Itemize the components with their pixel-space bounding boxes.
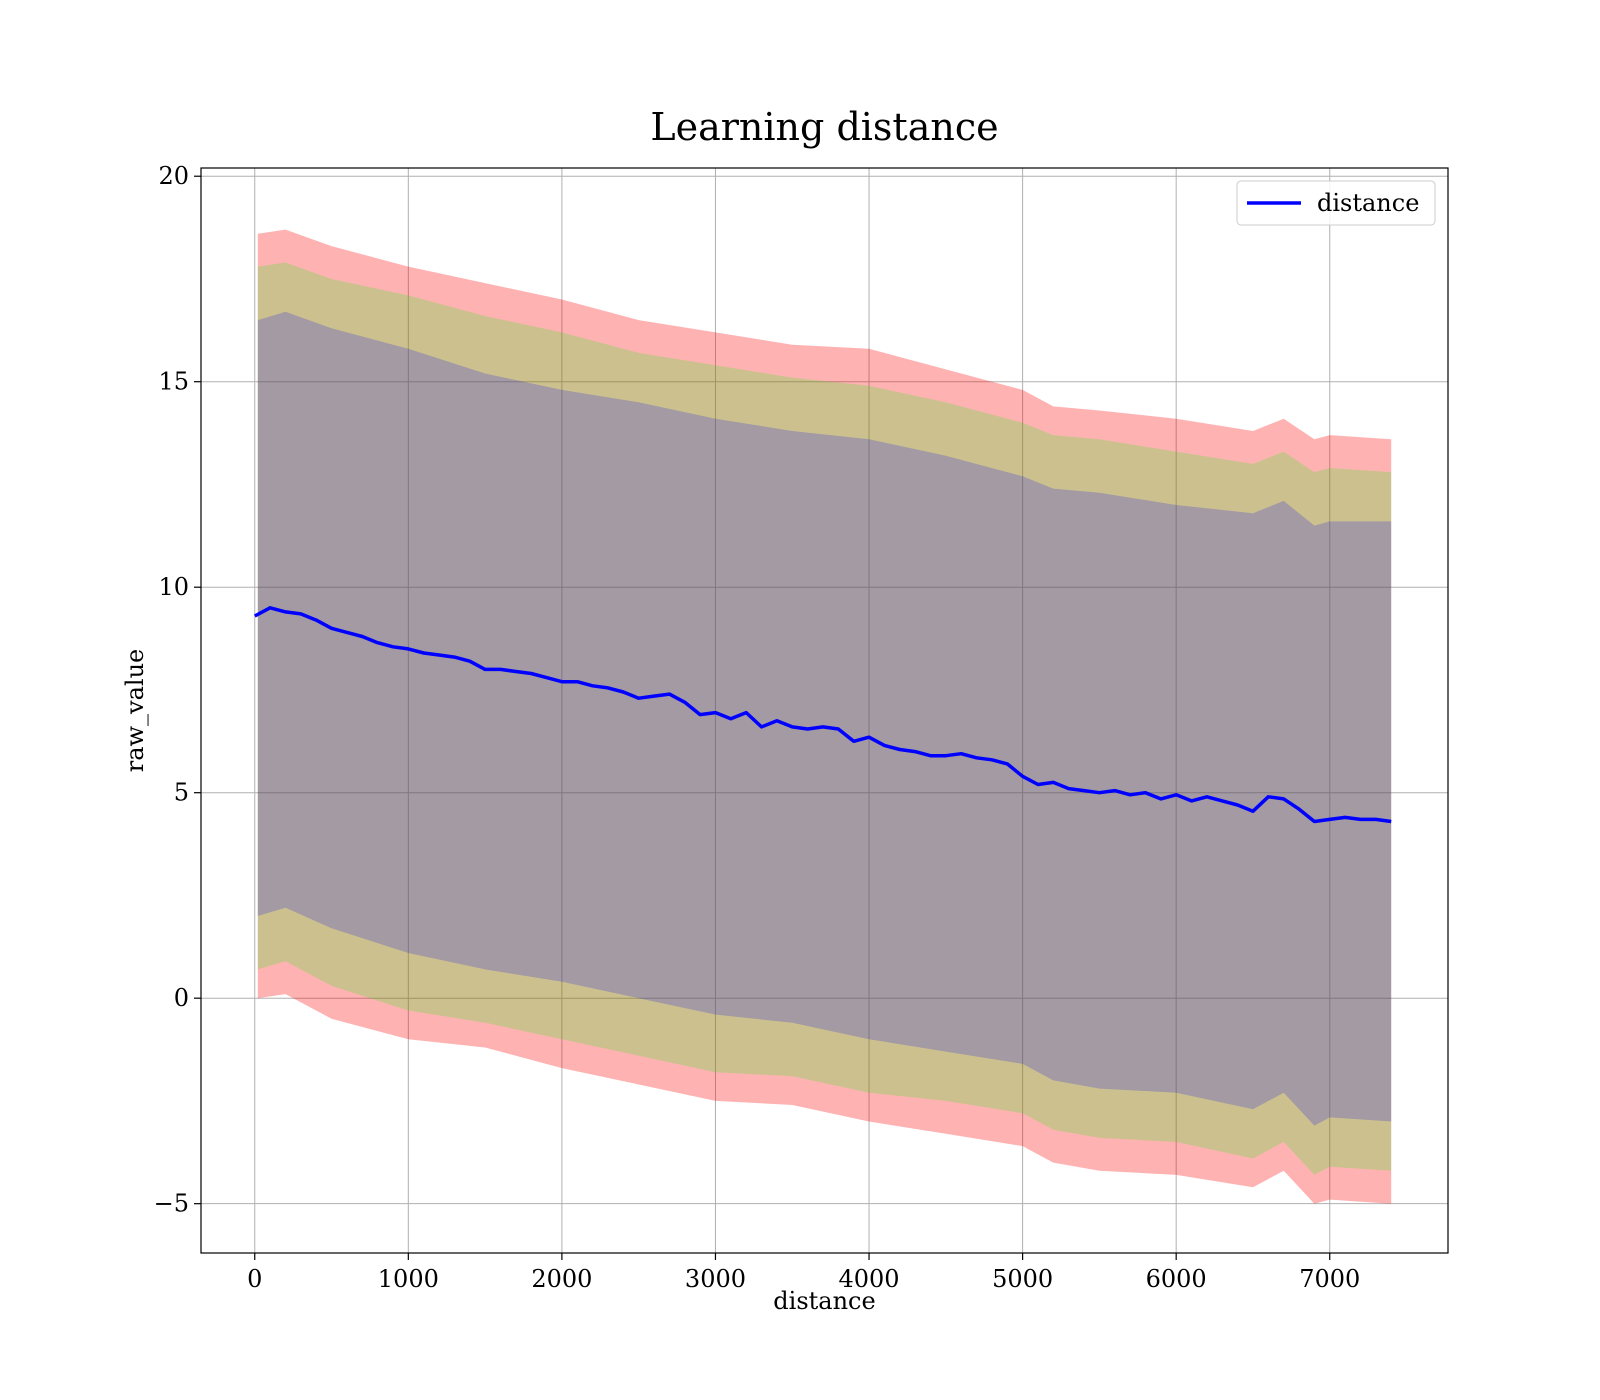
chart-title: Learning distance [650,105,998,149]
confidence-band [257,311,1392,1126]
plot-frame [200,167,1449,1254]
x-tick-label: 2000 [531,1265,592,1293]
confidence-bands [257,229,1392,1204]
series-line [253,606,1392,824]
y-tick-label: 10 [158,573,189,601]
x-tick-label: 6000 [1146,1265,1207,1293]
x-tick-label: 1000 [378,1265,439,1293]
series-lines [253,606,1392,824]
x-tick-label: 7000 [1299,1265,1360,1293]
grid [201,168,1448,1253]
y-tick-label: 0 [174,984,189,1012]
x-tick-label: 5000 [992,1265,1053,1293]
y-tick-label: 20 [158,162,189,190]
legend-label: distance [1317,189,1419,217]
y-tick-label: 5 [174,779,189,807]
x-axis-label: distance [773,1287,875,1315]
confidence-band [257,229,1392,1204]
x-tick-label: 4000 [838,1265,899,1293]
x-tick-label: 0 [247,1265,262,1293]
y-tick-label: 15 [158,368,189,396]
x-tick-label: 3000 [685,1265,746,1293]
y-axis-label: raw_value [121,649,149,773]
y-tick-label: −5 [154,1190,189,1218]
legend: distance [1236,180,1436,226]
axis-ticks: 0 1000 2000 3000 4000 5000 6000 7000 −5 0 5 10 15 20 [154,162,1361,1293]
legend-box [1236,180,1436,226]
confidence-band [257,262,1392,1175]
